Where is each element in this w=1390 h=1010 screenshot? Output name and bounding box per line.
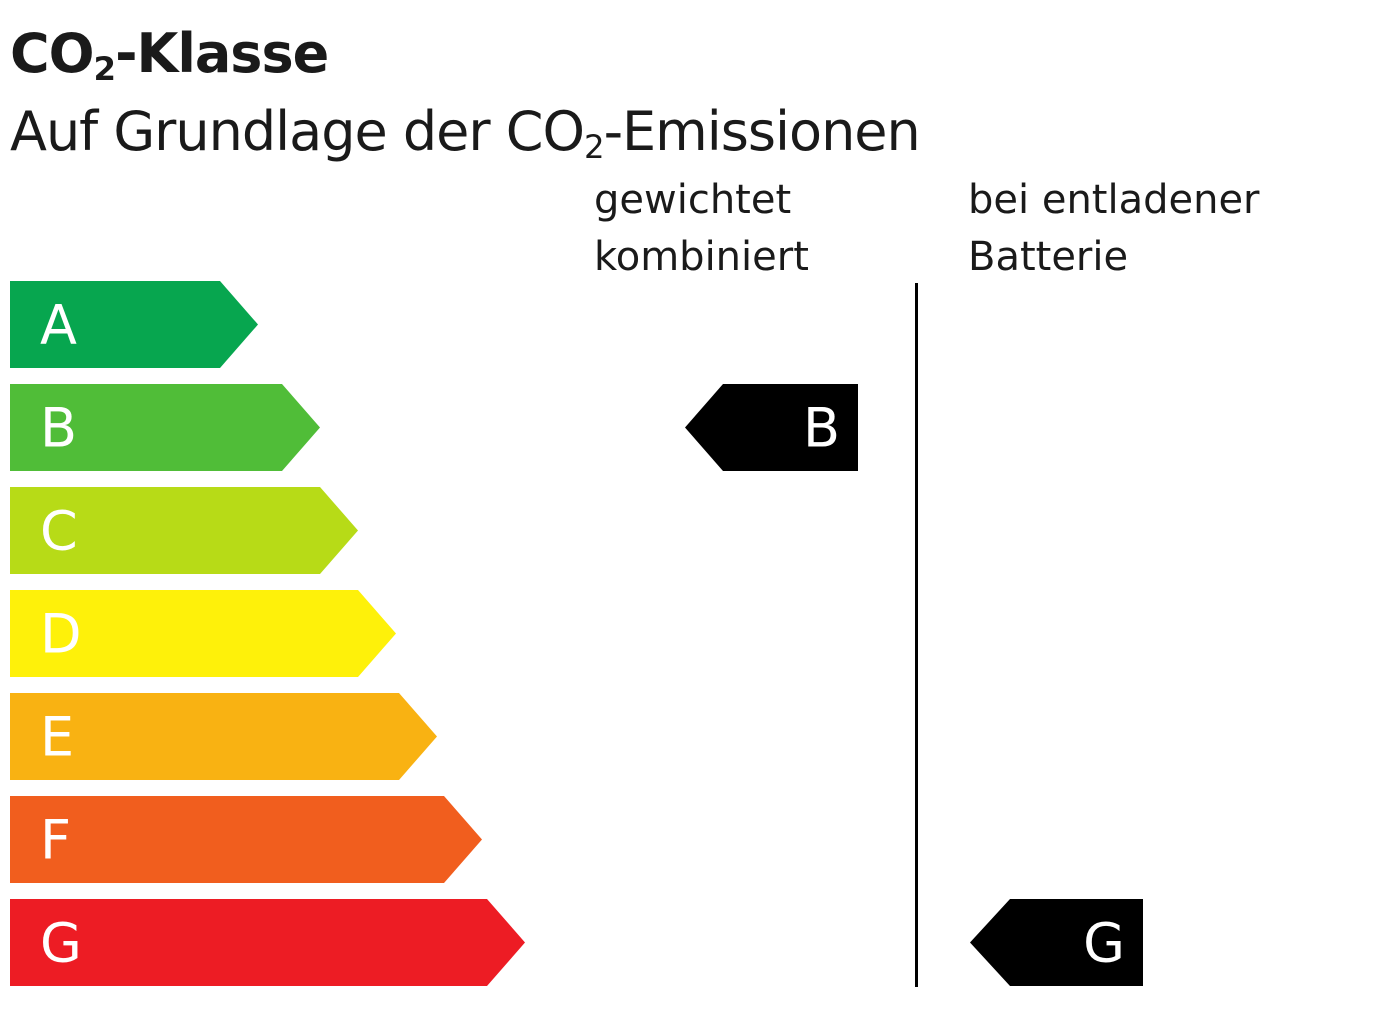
class-bar-C	[10, 487, 358, 574]
class-indicator-label: B	[803, 397, 840, 460]
class-bar-label: E	[40, 706, 74, 769]
class-bar-G	[10, 899, 525, 986]
class-indicator-label: G	[1083, 912, 1125, 975]
class-indicator-arrow	[685, 384, 858, 471]
class-indicator-arrow	[970, 899, 1143, 986]
label-title: CO2-Klasse	[10, 22, 329, 89]
column-divider	[915, 283, 918, 987]
class-bar-A	[10, 281, 258, 368]
class-bar-B	[10, 384, 320, 471]
class-bar-F	[10, 796, 482, 883]
class-bar-label: F	[40, 809, 71, 872]
class-bar-label: G	[40, 912, 82, 975]
column-header-weighted-combined: gewichtet kombiniert	[594, 177, 809, 280]
class-bar-label: A	[40, 294, 77, 357]
class-bar-D	[10, 590, 396, 677]
class-bar-label: D	[40, 603, 82, 666]
class-bar-E	[10, 693, 437, 780]
column-header-discharged-battery: bei entladener Batterie	[968, 177, 1260, 280]
label-subtitle: Auf Grundlage der CO2-Emissionen	[10, 100, 921, 167]
class-bar-label: C	[40, 500, 78, 563]
class-bar-label: B	[40, 397, 77, 460]
